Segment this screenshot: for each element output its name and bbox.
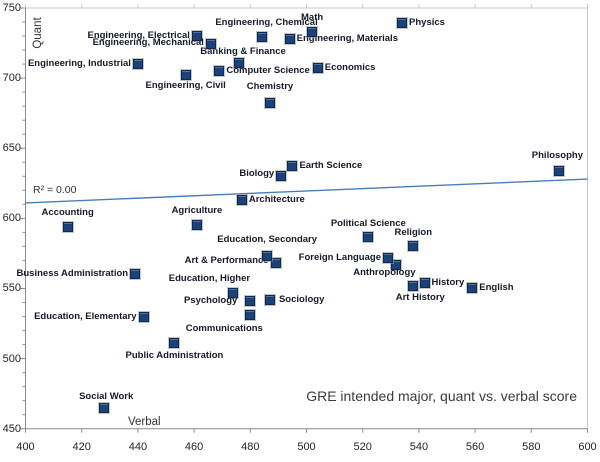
data-point-label: Accounting bbox=[41, 206, 94, 218]
data-point-label: Architecture bbox=[248, 194, 305, 206]
x-tick-label: 480 bbox=[241, 441, 260, 453]
data-point-label: Earth Science bbox=[299, 160, 363, 172]
data-point[interactable] bbox=[138, 311, 149, 322]
data-point[interactable] bbox=[180, 70, 191, 81]
x-tick-label: 560 bbox=[465, 441, 485, 453]
data-point-label: Economics bbox=[324, 62, 376, 74]
x-tick-label: 400 bbox=[16, 441, 35, 453]
data-point[interactable] bbox=[169, 338, 180, 349]
data-point[interactable] bbox=[191, 31, 202, 42]
y-axis-title: Quant bbox=[32, 17, 44, 49]
y-tick-label: 700 bbox=[2, 72, 21, 85]
data-point[interactable] bbox=[312, 63, 323, 74]
data-point[interactable] bbox=[99, 402, 110, 413]
data-point[interactable] bbox=[408, 241, 419, 252]
data-point-label: English bbox=[479, 282, 514, 294]
data-point[interactable] bbox=[467, 283, 478, 294]
data-point[interactable] bbox=[419, 277, 430, 288]
data-point[interactable] bbox=[307, 26, 318, 37]
y-tick-label: 650 bbox=[2, 142, 21, 155]
data-point-label: Math bbox=[301, 11, 324, 23]
data-point-label: Engineering, Electrical bbox=[87, 30, 190, 42]
data-point[interactable] bbox=[270, 258, 281, 269]
data-point[interactable] bbox=[408, 280, 419, 291]
data-point-label: Art History bbox=[395, 291, 445, 303]
data-point[interactable] bbox=[214, 66, 225, 77]
y-tick-label: 600 bbox=[2, 212, 21, 225]
data-point[interactable] bbox=[236, 195, 247, 206]
data-point[interactable] bbox=[284, 33, 295, 44]
data-point[interactable] bbox=[245, 310, 256, 321]
x-axis-title: Verbal bbox=[128, 416, 161, 428]
chart-title: GRE intended major, quant vs. verbal sco… bbox=[306, 388, 577, 404]
x-tick-label: 600 bbox=[578, 441, 597, 453]
y-tick-label: 450 bbox=[2, 422, 21, 435]
data-point[interactable] bbox=[234, 57, 245, 68]
data-point-label: Political Science bbox=[330, 217, 406, 229]
data-point-label: Chemistry bbox=[246, 81, 294, 93]
data-point-label: Education, Elementary bbox=[34, 310, 137, 322]
data-point-label: Physics bbox=[409, 17, 445, 29]
data-point[interactable] bbox=[130, 269, 141, 280]
data-point[interactable] bbox=[256, 32, 267, 43]
data-point-label: Public Administration bbox=[125, 350, 224, 362]
x-tick-label: 520 bbox=[353, 441, 372, 453]
x-tick-label: 420 bbox=[72, 441, 91, 453]
data-point-label: Computer Science bbox=[226, 65, 310, 77]
data-point-label: Social Work bbox=[79, 390, 134, 402]
data-point-label: Engineering, Chemical bbox=[215, 17, 318, 29]
x-tick-label: 580 bbox=[522, 441, 541, 453]
data-point-label: Religion bbox=[394, 227, 433, 239]
data-point-label: Psychology bbox=[183, 295, 238, 307]
data-point[interactable] bbox=[363, 231, 374, 242]
data-point-label: Banking & Finance bbox=[200, 45, 286, 57]
data-point-label: History bbox=[431, 276, 465, 288]
data-point-label: Education, Secondary bbox=[217, 234, 318, 246]
data-point[interactable] bbox=[287, 161, 298, 172]
data-point-label: Communications bbox=[185, 323, 263, 335]
data-point[interactable] bbox=[205, 39, 216, 50]
data-point-label: Engineering, Materials bbox=[296, 32, 398, 44]
r-squared-label: R² = 0.00 bbox=[33, 184, 77, 196]
data-point-label: Foreign Language bbox=[298, 251, 381, 263]
data-point[interactable] bbox=[62, 221, 73, 232]
x-tick-label: 540 bbox=[409, 441, 429, 453]
data-point-label: Philosophy bbox=[531, 149, 583, 161]
x-tick-label: 460 bbox=[184, 441, 204, 453]
data-point[interactable] bbox=[382, 252, 393, 263]
trendline bbox=[25, 178, 588, 204]
x-tick-label: 440 bbox=[128, 441, 148, 453]
data-point[interactable] bbox=[276, 171, 287, 182]
data-point-label: Engineering, Mechanical bbox=[92, 37, 204, 49]
data-point[interactable] bbox=[264, 294, 275, 305]
data-point[interactable] bbox=[245, 296, 256, 307]
data-point[interactable] bbox=[262, 251, 273, 262]
y-tick-label: 750 bbox=[2, 2, 21, 14]
y-tick-label: 500 bbox=[2, 352, 21, 365]
data-point-label: Education, Higher bbox=[168, 272, 251, 284]
data-point-label: Anthropology bbox=[353, 266, 416, 278]
x-tick-label: 500 bbox=[297, 441, 316, 453]
data-point-label: Engineering, Civil bbox=[145, 80, 226, 92]
y-tick-label: 550 bbox=[2, 282, 21, 295]
data-point[interactable] bbox=[228, 287, 239, 298]
data-point[interactable] bbox=[191, 220, 202, 231]
data-point[interactable] bbox=[132, 59, 143, 70]
data-point[interactable] bbox=[397, 18, 408, 29]
data-point-label: Agriculture bbox=[171, 205, 223, 217]
data-point-label: Sociology bbox=[278, 293, 325, 305]
data-point[interactable] bbox=[554, 165, 565, 176]
data-point-label: Art & Performance bbox=[184, 255, 269, 267]
data-point[interactable] bbox=[391, 259, 402, 270]
data-point[interactable] bbox=[264, 98, 275, 109]
data-point-label: Business Administration bbox=[16, 268, 129, 280]
data-point-label: Engineering, Industrial bbox=[27, 58, 131, 70]
data-point-label: Biology bbox=[239, 168, 275, 180]
